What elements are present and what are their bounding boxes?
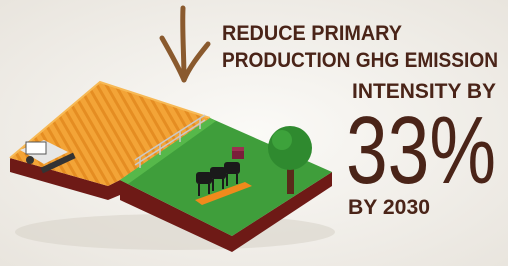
infographic: REDUCE PRIMARY PRODUCTION GHG EMISSION I… (0, 0, 508, 266)
page: REDUCE PRIMARY PRODUCTION GHG EMISSION I… (0, 0, 508, 266)
headline-deadline: BY 2030 (348, 196, 430, 219)
water-tank (232, 147, 244, 159)
headline-figure: 33% (346, 97, 496, 204)
headline-line: PRODUCTION GHG EMISSION (222, 49, 498, 72)
headline-line: REDUCE PRIMARY (222, 22, 402, 45)
